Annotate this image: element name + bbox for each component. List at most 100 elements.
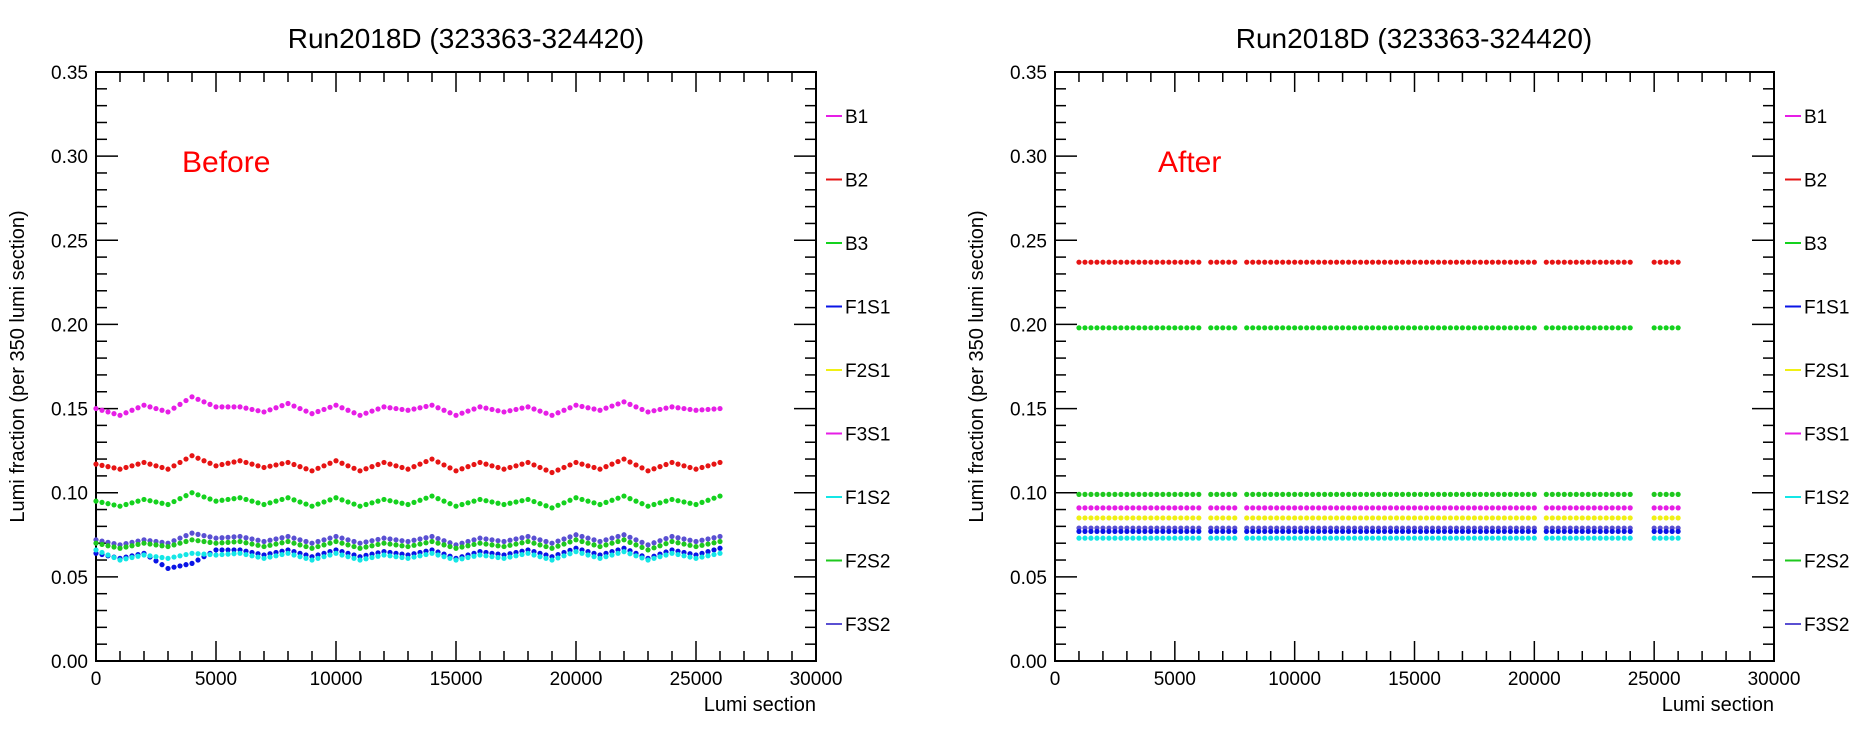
data-point (1088, 325, 1094, 331)
data-point (207, 534, 213, 540)
data-point (225, 551, 231, 557)
data-point (501, 543, 507, 550)
data-point (1178, 515, 1184, 521)
data-point (1411, 259, 1418, 265)
data-point (639, 539, 645, 545)
data-point (1256, 259, 1262, 265)
data-point (1196, 325, 1202, 331)
data-point (1651, 259, 1657, 265)
legend-item-f3s1: F3S1 (826, 425, 890, 446)
data-point (1441, 325, 1448, 331)
data-point (465, 543, 471, 549)
data-point (543, 538, 549, 545)
x-tick-label: 20000 (1508, 669, 1561, 690)
data-point (249, 541, 255, 547)
data-point (231, 534, 237, 540)
data-point (1543, 259, 1549, 265)
data-point (657, 538, 663, 544)
data-point (693, 407, 699, 413)
data-point (489, 554, 495, 560)
data-point (399, 406, 405, 413)
legend-label: F2S2 (845, 552, 890, 573)
data-point (1585, 491, 1591, 497)
data-point (1292, 505, 1298, 511)
data-point (627, 534, 633, 540)
data-point (171, 538, 177, 544)
data-point (1340, 491, 1346, 497)
data-point (309, 468, 315, 474)
x-tick-label: 0 (91, 669, 102, 690)
data-point (1292, 528, 1298, 535)
data-point (1531, 259, 1537, 265)
data-point (429, 533, 435, 540)
data-point (1423, 259, 1430, 265)
data-point (309, 503, 315, 509)
data-point (1507, 325, 1513, 331)
data-point (231, 539, 237, 545)
data-point (645, 547, 651, 553)
data-point (1369, 325, 1376, 331)
data-point (1465, 515, 1472, 521)
data-point (1447, 535, 1454, 541)
data-point (261, 409, 267, 415)
data-point (1250, 491, 1256, 497)
data-point (159, 562, 165, 568)
data-point (165, 555, 171, 561)
data-point (1591, 528, 1597, 535)
data-point (1507, 491, 1513, 497)
data-point (1621, 491, 1627, 497)
data-point (597, 555, 603, 561)
data-point (1369, 515, 1376, 521)
data-point (513, 536, 519, 542)
data-point (693, 543, 699, 550)
data-point (1190, 515, 1196, 521)
data-point (105, 464, 111, 470)
data-point (1112, 515, 1118, 521)
y-tick-label: 0.35 (51, 63, 88, 84)
data-point (1316, 259, 1322, 265)
data-point (495, 500, 501, 506)
data-point (447, 501, 453, 507)
legend-item-f3s2: F3S2 (826, 615, 890, 636)
data-point (585, 535, 591, 541)
data-point (1465, 491, 1472, 497)
data-point (1459, 535, 1466, 541)
data-point (105, 501, 111, 507)
data-point (1651, 491, 1657, 497)
data-point (543, 467, 549, 473)
data-point (195, 396, 201, 402)
data-point (111, 411, 117, 417)
data-point (1561, 528, 1567, 535)
data-point (1603, 491, 1609, 497)
data-point (1465, 505, 1472, 511)
data-point (1669, 515, 1675, 521)
data-point (255, 554, 261, 560)
data-point (561, 536, 567, 542)
data-point (249, 498, 255, 504)
data-point (1160, 491, 1166, 497)
data-point (1322, 528, 1328, 535)
data-point (681, 536, 687, 542)
data-point (705, 536, 711, 542)
data-point (321, 554, 327, 560)
data-point (105, 552, 111, 558)
legend-label: F1S2 (845, 488, 890, 509)
data-point (315, 408, 321, 415)
data-point (1567, 259, 1573, 265)
data-point (657, 554, 663, 560)
data-point (1274, 535, 1280, 541)
data-point (1447, 325, 1454, 331)
data-point (531, 498, 537, 505)
data-point (201, 533, 207, 539)
data-point (387, 541, 393, 547)
data-point (525, 496, 531, 503)
data-point (1423, 325, 1430, 331)
data-point (669, 459, 675, 466)
data-point (1381, 491, 1388, 497)
data-point (105, 543, 111, 549)
data-point (1663, 528, 1669, 535)
data-point (1178, 528, 1184, 535)
data-point (1292, 515, 1298, 521)
data-point (165, 409, 171, 415)
data-point (549, 469, 555, 476)
